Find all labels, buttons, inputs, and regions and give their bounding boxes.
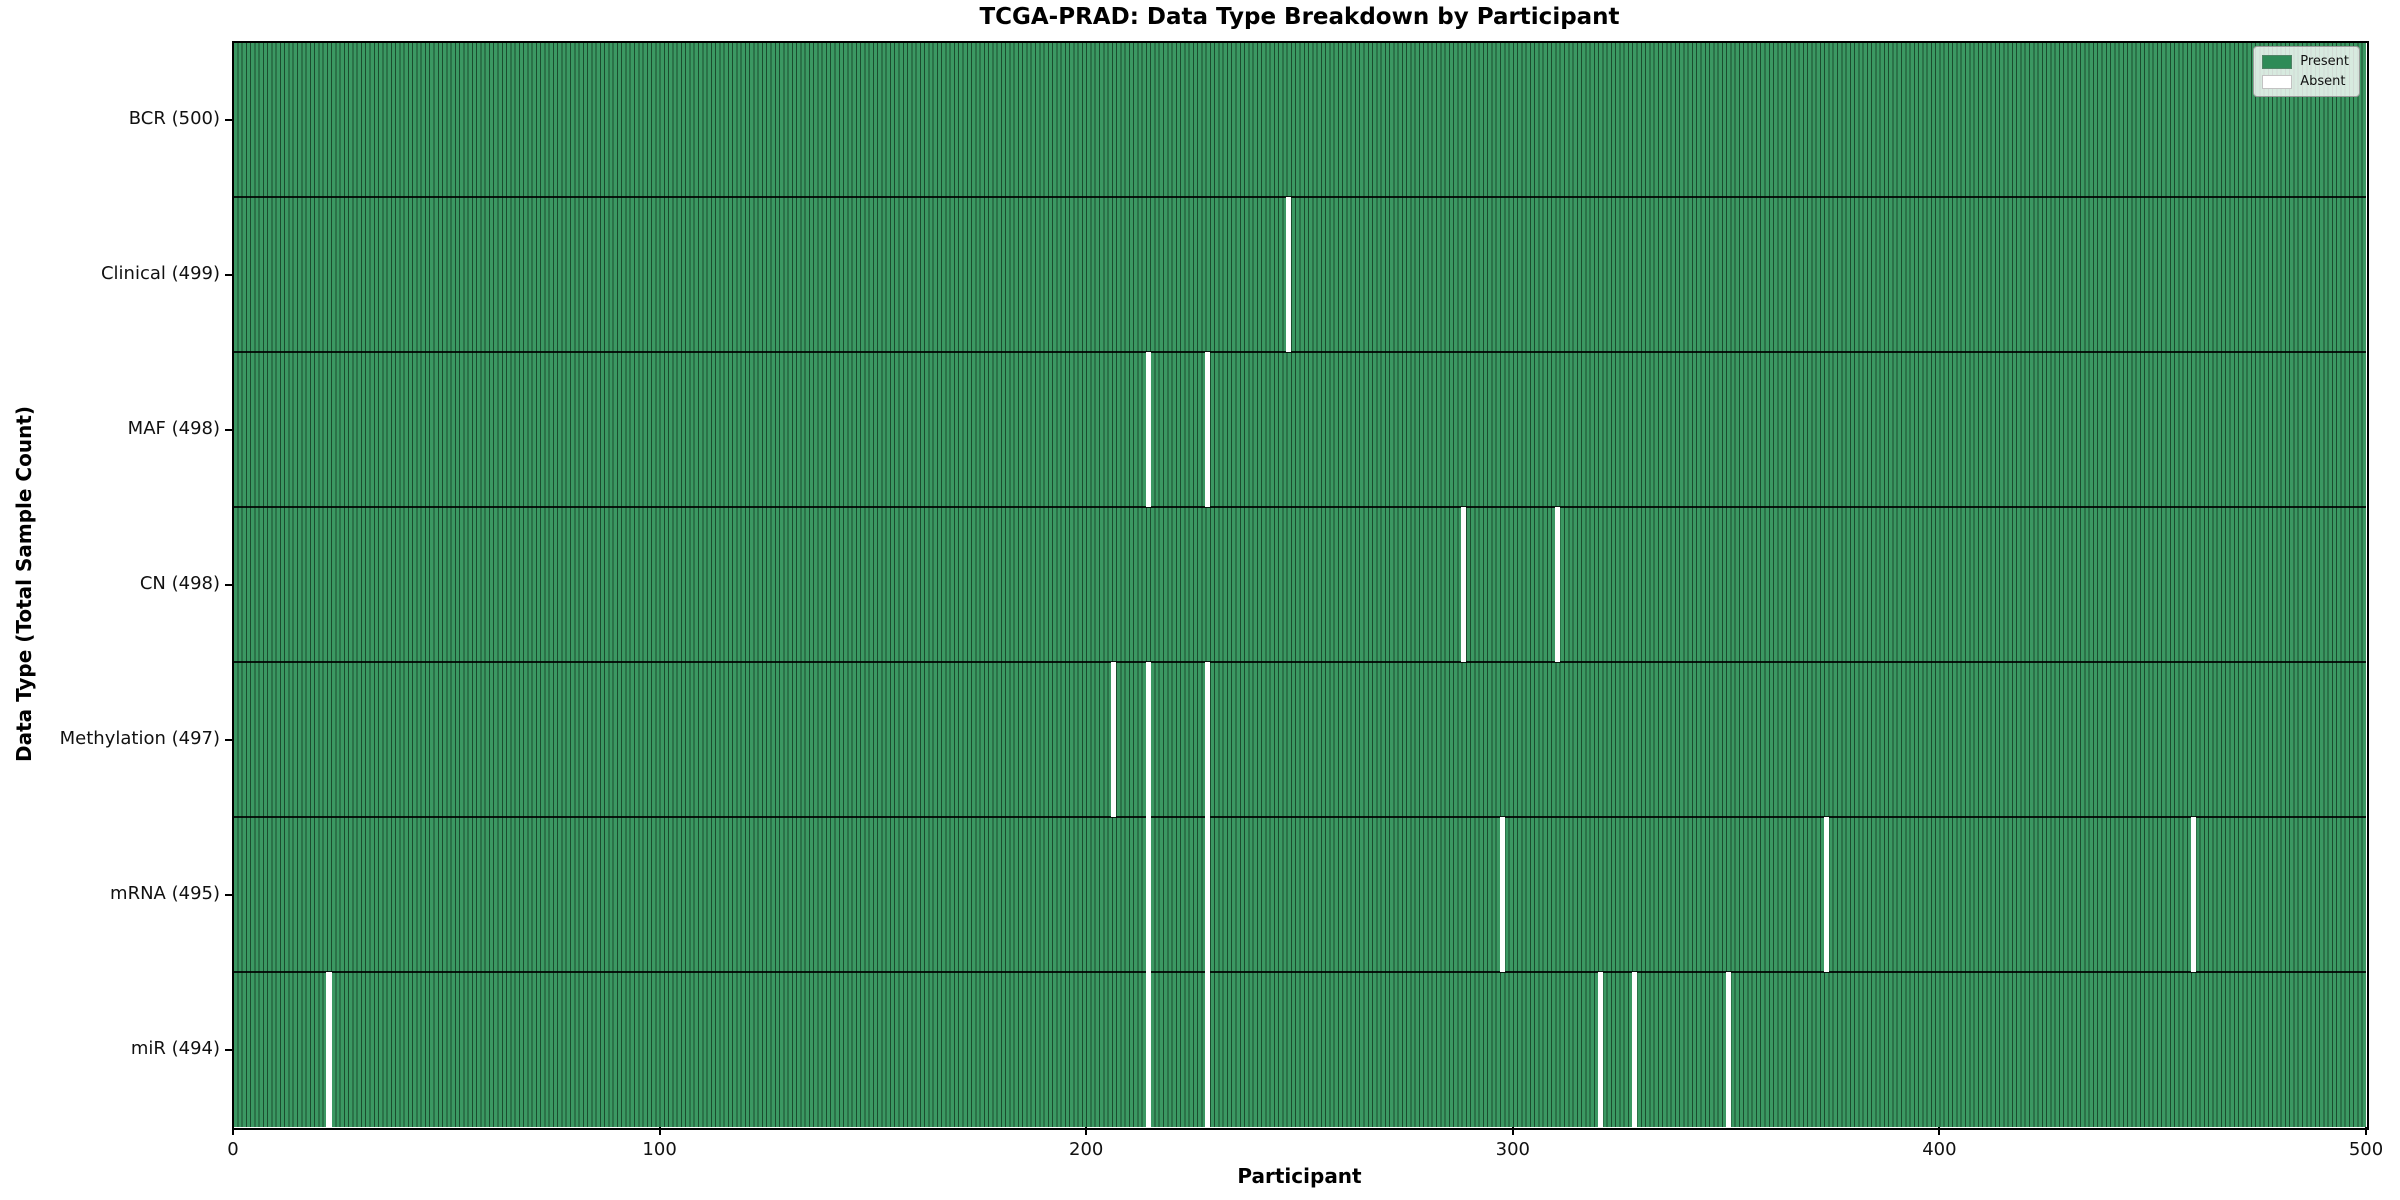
y-tick-mark xyxy=(225,273,233,276)
absent-gap-clinical-247 xyxy=(1286,197,1292,352)
absent-gap-maf-228 xyxy=(1205,352,1211,507)
row-divider xyxy=(233,816,2366,818)
absent-gap-cn-288 xyxy=(1461,507,1467,662)
x-tick-mark xyxy=(658,1127,661,1135)
x-tick-mark xyxy=(1938,1127,1941,1135)
absent-gap-mir-328 xyxy=(1631,972,1637,1127)
row-divider xyxy=(233,506,2366,508)
absent-gap-mir-22 xyxy=(326,972,332,1127)
absent-gap-mrna-297 xyxy=(1499,817,1505,972)
legend-label-present: Present xyxy=(2300,54,2349,69)
absent-swatch xyxy=(2262,74,2293,89)
y-tick-mark xyxy=(225,1048,233,1051)
y-tick-label-mrna: mRNA (495) xyxy=(110,882,220,904)
absent-gap-mir-350 xyxy=(1725,972,1731,1127)
y-tick-mark xyxy=(225,428,233,431)
plot-area: Present Absent xyxy=(233,42,2366,1127)
y-tick-mark xyxy=(225,583,233,586)
legend-item-absent: Absent xyxy=(2262,74,2349,89)
absent-gap-mir-214 xyxy=(1145,972,1151,1127)
absent-gap-mrna-228 xyxy=(1205,817,1211,972)
chart-title: TCGA-PRAD: Data Type Breakdown by Partic… xyxy=(979,4,1620,30)
y-tick-mark xyxy=(225,738,233,741)
absent-gap-mrna-459 xyxy=(2190,817,2196,972)
x-axis-title: Participant xyxy=(1237,1164,1362,1188)
row-divider xyxy=(233,661,2366,663)
y-tick-label-methylation: Methylation (497) xyxy=(59,727,220,749)
x-tick-label-0: 0 xyxy=(227,1139,239,1160)
legend-item-present: Present xyxy=(2262,54,2349,69)
y-tick-label-cn: CN (498) xyxy=(139,572,220,594)
absent-gap-maf-214 xyxy=(1145,352,1151,507)
absent-gap-mir-228 xyxy=(1205,972,1211,1127)
x-tick-label-300: 300 xyxy=(1495,1139,1530,1160)
row-divider xyxy=(233,351,2366,353)
legend: Present Absent xyxy=(2253,46,2360,97)
y-tick-label-maf: MAF (498) xyxy=(127,417,220,439)
y-tick-mark xyxy=(225,893,233,896)
legend-label-absent: Absent xyxy=(2300,74,2346,89)
absent-gap-methylation-214 xyxy=(1145,662,1151,817)
y-tick-label-bcr: BCR (500) xyxy=(128,107,220,129)
present-swatch xyxy=(2262,54,2293,69)
y-tick-label-clinical: Clinical (499) xyxy=(100,262,220,284)
x-tick-mark xyxy=(2365,1127,2367,1135)
row-divider xyxy=(233,971,2366,973)
x-tick-label-200: 200 xyxy=(1069,1139,1104,1160)
row-divider xyxy=(233,196,2366,198)
absent-gap-methylation-228 xyxy=(1205,662,1211,817)
absent-gap-mir-320 xyxy=(1597,972,1603,1127)
y-tick-label-mir: miR (494) xyxy=(130,1037,220,1059)
x-tick-mark xyxy=(1085,1127,1088,1135)
x-tick-label-500: 500 xyxy=(2348,1139,2384,1160)
x-tick-label-400: 400 xyxy=(1922,1139,1957,1160)
absent-gap-mrna-214 xyxy=(1145,817,1151,972)
x-tick-mark xyxy=(232,1127,234,1135)
absent-gap-methylation-206 xyxy=(1111,662,1117,817)
absent-gap-mrna-373 xyxy=(1823,817,1829,972)
absent-gap-cn-310 xyxy=(1555,507,1561,662)
x-tick-label-100: 100 xyxy=(642,1139,677,1160)
y-tick-mark xyxy=(225,118,233,121)
x-tick-mark xyxy=(1511,1127,1514,1135)
